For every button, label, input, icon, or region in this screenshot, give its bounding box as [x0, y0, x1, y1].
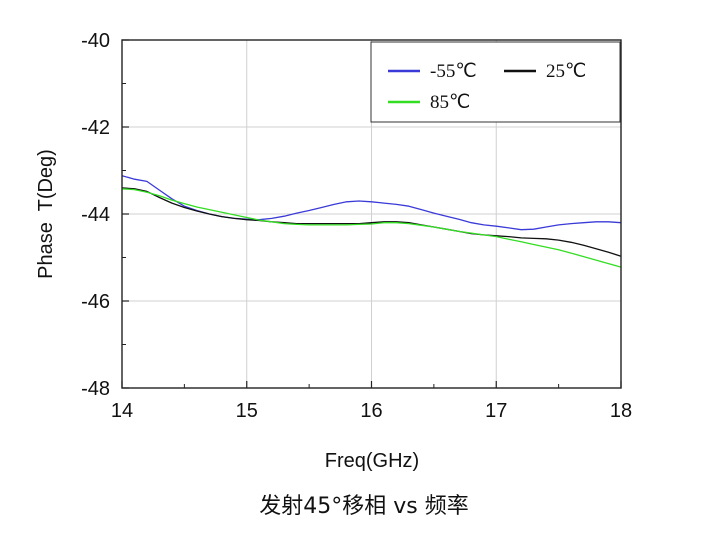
series-lines — [121, 175, 622, 268]
x-tick-label: 16 — [360, 400, 382, 422]
x-tick-label: 17 — [485, 400, 507, 422]
x-tick-label: 18 — [610, 400, 632, 422]
y-tick-label: -40 — [81, 30, 110, 52]
legend-label-2: 85℃ — [430, 92, 470, 113]
series-line-2 — [121, 188, 622, 268]
y-tick-label: -42 — [81, 117, 110, 139]
legend-label-0: -55℃ — [430, 61, 477, 82]
x-axis-title: Freq(GHz) — [325, 450, 419, 472]
series-line-1 — [121, 187, 622, 257]
y-tick-label: -48 — [81, 378, 110, 400]
legend-box — [370, 41, 621, 123]
legend: -55℃ 25℃ 85℃ — [370, 41, 621, 123]
y-axis-title: Phase T(Deg) — [35, 149, 57, 279]
phase-vs-frequency-chart: 14 15 16 17 18 -40 -42 -44 -46 -48 Freq(GHz) Phas… — [35, 30, 632, 472]
y-tick-label: -44 — [81, 204, 110, 226]
legend-label-1: 25℃ — [546, 61, 586, 82]
axes: 14 15 16 17 18 -40 -42 -44 -46 -48 — [81, 30, 632, 422]
x-tick-label: 14 — [111, 400, 133, 422]
x-tick-label: 15 — [236, 400, 258, 422]
figure-caption: 发射45°移相 vs 频率 — [259, 494, 469, 519]
y-tick-label: -46 — [81, 291, 110, 313]
